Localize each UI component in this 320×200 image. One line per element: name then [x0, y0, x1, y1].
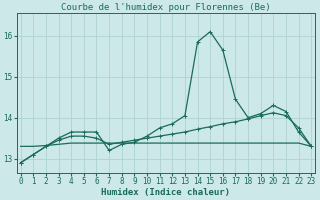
Title: Courbe de l'humidex pour Florennes (Be): Courbe de l'humidex pour Florennes (Be): [61, 3, 271, 12]
X-axis label: Humidex (Indice chaleur): Humidex (Indice chaleur): [101, 188, 230, 197]
